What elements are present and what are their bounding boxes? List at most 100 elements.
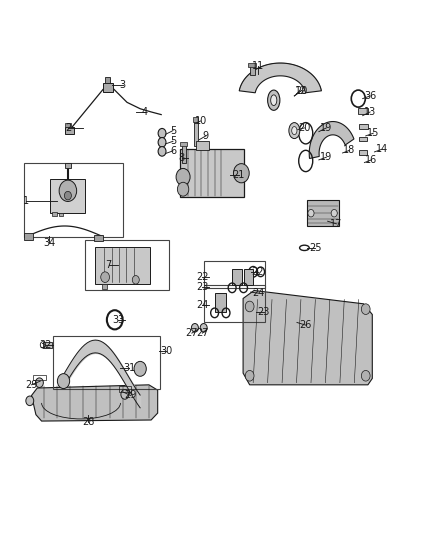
Text: 5: 5 [170, 126, 176, 135]
Text: 22: 22 [196, 272, 208, 282]
Circle shape [331, 209, 337, 217]
Text: 10: 10 [194, 116, 207, 126]
Bar [194, 119, 198, 146]
Circle shape [134, 361, 146, 376]
Text: 11: 11 [252, 61, 265, 71]
Text: 14: 14 [376, 144, 388, 154]
Text: 30: 30 [160, 346, 173, 356]
Text: 3: 3 [120, 80, 126, 90]
Bar [95, 247, 150, 284]
Bar [65, 163, 71, 168]
Text: 5: 5 [170, 136, 176, 146]
Circle shape [177, 182, 189, 196]
Circle shape [361, 370, 370, 381]
Circle shape [158, 147, 166, 156]
Text: 13: 13 [364, 107, 376, 117]
Circle shape [101, 272, 110, 282]
Text: 6: 6 [170, 146, 176, 156]
Bar [359, 124, 368, 129]
Text: 2: 2 [65, 123, 71, 133]
Bar [232, 269, 242, 285]
Bar [193, 117, 198, 122]
Text: 24: 24 [252, 288, 265, 298]
Text: 20: 20 [295, 86, 307, 95]
Polygon shape [239, 63, 321, 93]
Bar [59, 213, 63, 216]
Bar [359, 150, 367, 155]
Bar [119, 386, 131, 392]
Bar [52, 212, 57, 216]
Circle shape [200, 324, 207, 332]
Bar [65, 123, 71, 127]
Bar [196, 141, 209, 150]
Bar [250, 65, 255, 75]
Bar [180, 142, 187, 146]
Text: 20: 20 [298, 123, 311, 133]
Bar [65, 127, 74, 134]
Circle shape [158, 128, 166, 138]
Text: 8: 8 [179, 154, 185, 163]
Circle shape [308, 209, 314, 217]
Text: 23: 23 [196, 282, 208, 292]
Text: 22: 22 [251, 267, 264, 277]
Bar [43, 342, 52, 348]
Circle shape [245, 301, 254, 312]
Text: 32: 32 [40, 341, 52, 350]
Bar [102, 284, 107, 289]
Bar [248, 63, 256, 67]
Bar [53, 336, 160, 389]
Text: 27: 27 [186, 328, 198, 338]
Polygon shape [32, 385, 158, 421]
Bar [94, 235, 103, 241]
Text: 29: 29 [25, 380, 38, 390]
Text: 23: 23 [258, 307, 270, 317]
Text: 25: 25 [309, 243, 321, 253]
Text: 18: 18 [343, 146, 356, 155]
Ellipse shape [289, 123, 300, 139]
Bar [204, 261, 265, 288]
Text: 19: 19 [320, 123, 332, 133]
Ellipse shape [271, 95, 277, 106]
Text: 29: 29 [124, 391, 137, 400]
Bar [215, 293, 226, 312]
Ellipse shape [292, 126, 297, 134]
Text: 34: 34 [43, 238, 55, 247]
Bar [182, 144, 186, 163]
Text: 33: 33 [112, 315, 124, 325]
Text: 4: 4 [141, 107, 148, 117]
Circle shape [361, 304, 370, 314]
Text: 21: 21 [233, 170, 245, 180]
Circle shape [64, 191, 71, 200]
Text: 17: 17 [330, 219, 343, 229]
Circle shape [121, 390, 129, 399]
Circle shape [35, 378, 43, 387]
Bar [358, 108, 368, 114]
Circle shape [158, 138, 166, 147]
Bar [85, 240, 169, 290]
Bar [204, 285, 265, 322]
Text: 27: 27 [196, 328, 208, 338]
Circle shape [132, 276, 139, 284]
Circle shape [57, 374, 70, 389]
Bar [180, 149, 244, 197]
Bar [307, 200, 339, 226]
Text: 26: 26 [300, 320, 312, 330]
Text: 16: 16 [365, 155, 378, 165]
Bar [105, 77, 110, 83]
Bar [24, 233, 33, 240]
Text: 15: 15 [367, 128, 379, 138]
Bar [50, 179, 85, 213]
Polygon shape [309, 122, 354, 158]
Text: 24: 24 [196, 300, 208, 310]
Bar [103, 83, 113, 92]
Bar [24, 163, 123, 237]
Circle shape [191, 324, 198, 332]
Ellipse shape [268, 90, 280, 110]
Circle shape [59, 180, 77, 201]
Text: 36: 36 [364, 91, 376, 101]
Text: 28: 28 [82, 417, 95, 427]
Text: 1: 1 [23, 197, 29, 206]
Circle shape [26, 396, 34, 406]
Text: 31: 31 [123, 363, 135, 373]
Text: 12: 12 [295, 86, 307, 95]
